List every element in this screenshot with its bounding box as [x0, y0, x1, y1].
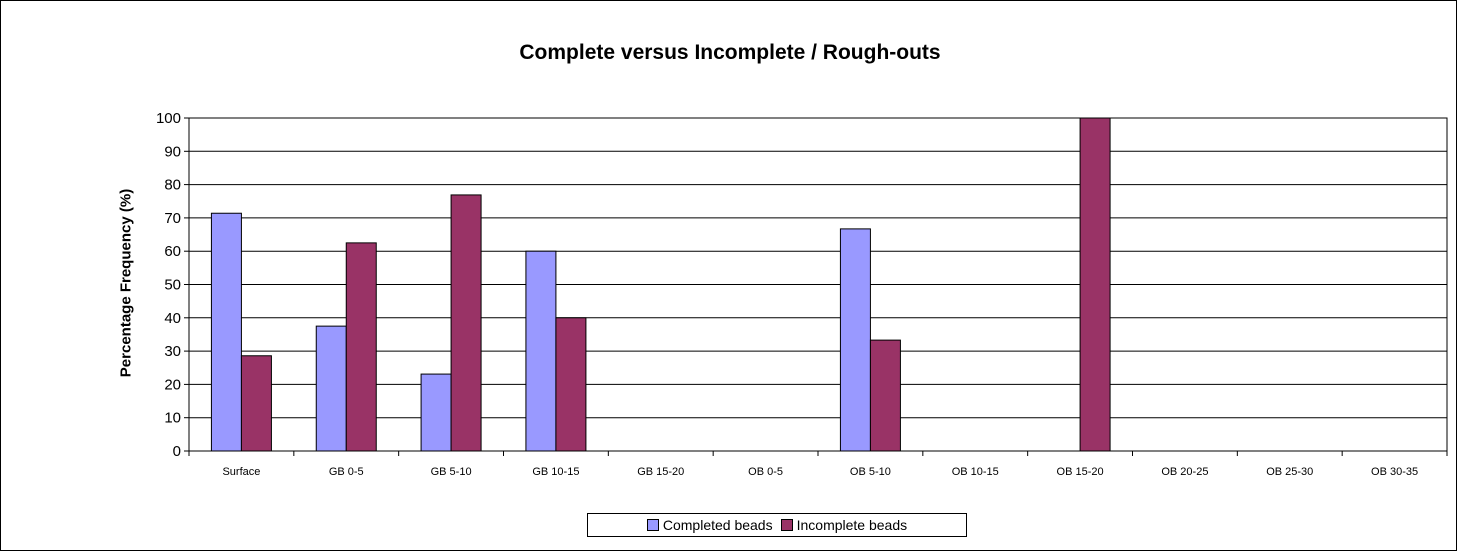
plot-area: 0 10 20 30 40 50 60 70 80 90 100 Surface GB 0-5 GB 5-…	[156, 110, 1448, 478]
bar-incomplete	[240, 355, 272, 452]
bar-completed	[839, 228, 871, 452]
x-tick-label: OB 30-35	[1371, 466, 1418, 478]
x-tick-label: OB 5-10	[850, 466, 891, 478]
x-tick-label: OB 0-5	[748, 466, 783, 478]
x-tick-label: GB 0-5	[329, 466, 364, 478]
y-tick-label: 70	[164, 210, 181, 227]
legend-item-completed: Completed beads	[646, 517, 773, 533]
bar-incomplete	[869, 339, 901, 452]
bar-incomplete	[1079, 117, 1111, 452]
y-tick-label: 60	[164, 243, 181, 260]
bar-incomplete	[345, 242, 377, 452]
y-tick-label: 80	[164, 177, 181, 194]
bar-incomplete	[450, 194, 482, 452]
bar-completed	[210, 212, 242, 452]
legend-item-incomplete: Incomplete beads	[780, 517, 908, 533]
chart-title: Complete versus Incomplete / Rough-outs	[519, 41, 941, 64]
y-tick-label: 100	[156, 110, 181, 127]
x-tick-label: GB 15-20	[637, 466, 684, 478]
y-tick-label: 10	[164, 410, 181, 427]
y-tick-label: 50	[164, 277, 181, 294]
bar-completed	[525, 250, 557, 452]
y-tick-label: 20	[164, 376, 181, 393]
bar-incomplete	[555, 317, 587, 452]
x-tick-label: OB 25-30	[1266, 466, 1313, 478]
legend-label-completed: Completed beads	[662, 517, 773, 533]
legend: Completed beads Incomplete beads	[587, 513, 967, 537]
bar-completed	[315, 325, 347, 452]
x-tick-label: Surface	[222, 466, 260, 478]
x-tick-label: GB 10-15	[532, 466, 579, 478]
x-tick-label: OB 15-20	[1057, 466, 1104, 478]
bar-completed	[420, 373, 452, 452]
legend-label-incomplete: Incomplete beads	[796, 517, 908, 533]
legend-swatch-incomplete	[780, 519, 793, 531]
y-tick-label: 30	[164, 343, 181, 360]
y-tick-label: 0	[173, 443, 181, 460]
x-tick-label: OB 10-15	[952, 466, 999, 478]
x-tick-label: GB 5-10	[431, 466, 472, 478]
y-tick-label: 40	[164, 310, 181, 327]
x-tick-label: OB 20-25	[1161, 466, 1208, 478]
y-tick-label: 90	[164, 143, 181, 160]
legend-swatch-completed	[646, 519, 659, 531]
